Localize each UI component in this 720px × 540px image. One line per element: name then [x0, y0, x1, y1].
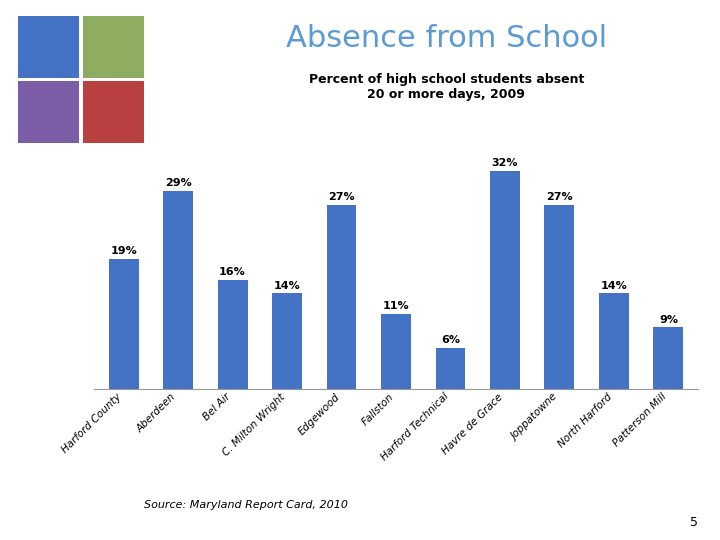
Bar — [109, 259, 138, 389]
Text: 16%: 16% — [219, 267, 246, 277]
Bar — [490, 171, 520, 389]
Text: 5: 5 — [690, 516, 698, 529]
Bar — [436, 348, 465, 389]
Text: 27%: 27% — [546, 192, 573, 202]
Text: 14%: 14% — [600, 281, 627, 291]
Bar — [327, 205, 356, 389]
Text: 29%: 29% — [165, 178, 192, 188]
Text: 19%: 19% — [110, 246, 137, 256]
Text: Absence from School: Absence from School — [286, 24, 607, 53]
Text: 9%: 9% — [659, 315, 678, 325]
Bar — [381, 314, 411, 389]
Bar — [163, 191, 193, 389]
Text: 14%: 14% — [274, 281, 300, 291]
Bar — [544, 205, 575, 389]
Bar — [654, 327, 683, 389]
Text: 6%: 6% — [441, 335, 460, 345]
Text: Percent of high school students absent
20 or more days, 2009: Percent of high school students absent 2… — [309, 73, 584, 101]
Bar — [599, 293, 629, 389]
Text: 32%: 32% — [492, 158, 518, 168]
Text: 11%: 11% — [383, 301, 409, 311]
Text: 27%: 27% — [328, 192, 355, 202]
Text: Source: Maryland Report Card, 2010: Source: Maryland Report Card, 2010 — [144, 500, 348, 510]
Bar — [217, 280, 248, 389]
Bar — [272, 293, 302, 389]
